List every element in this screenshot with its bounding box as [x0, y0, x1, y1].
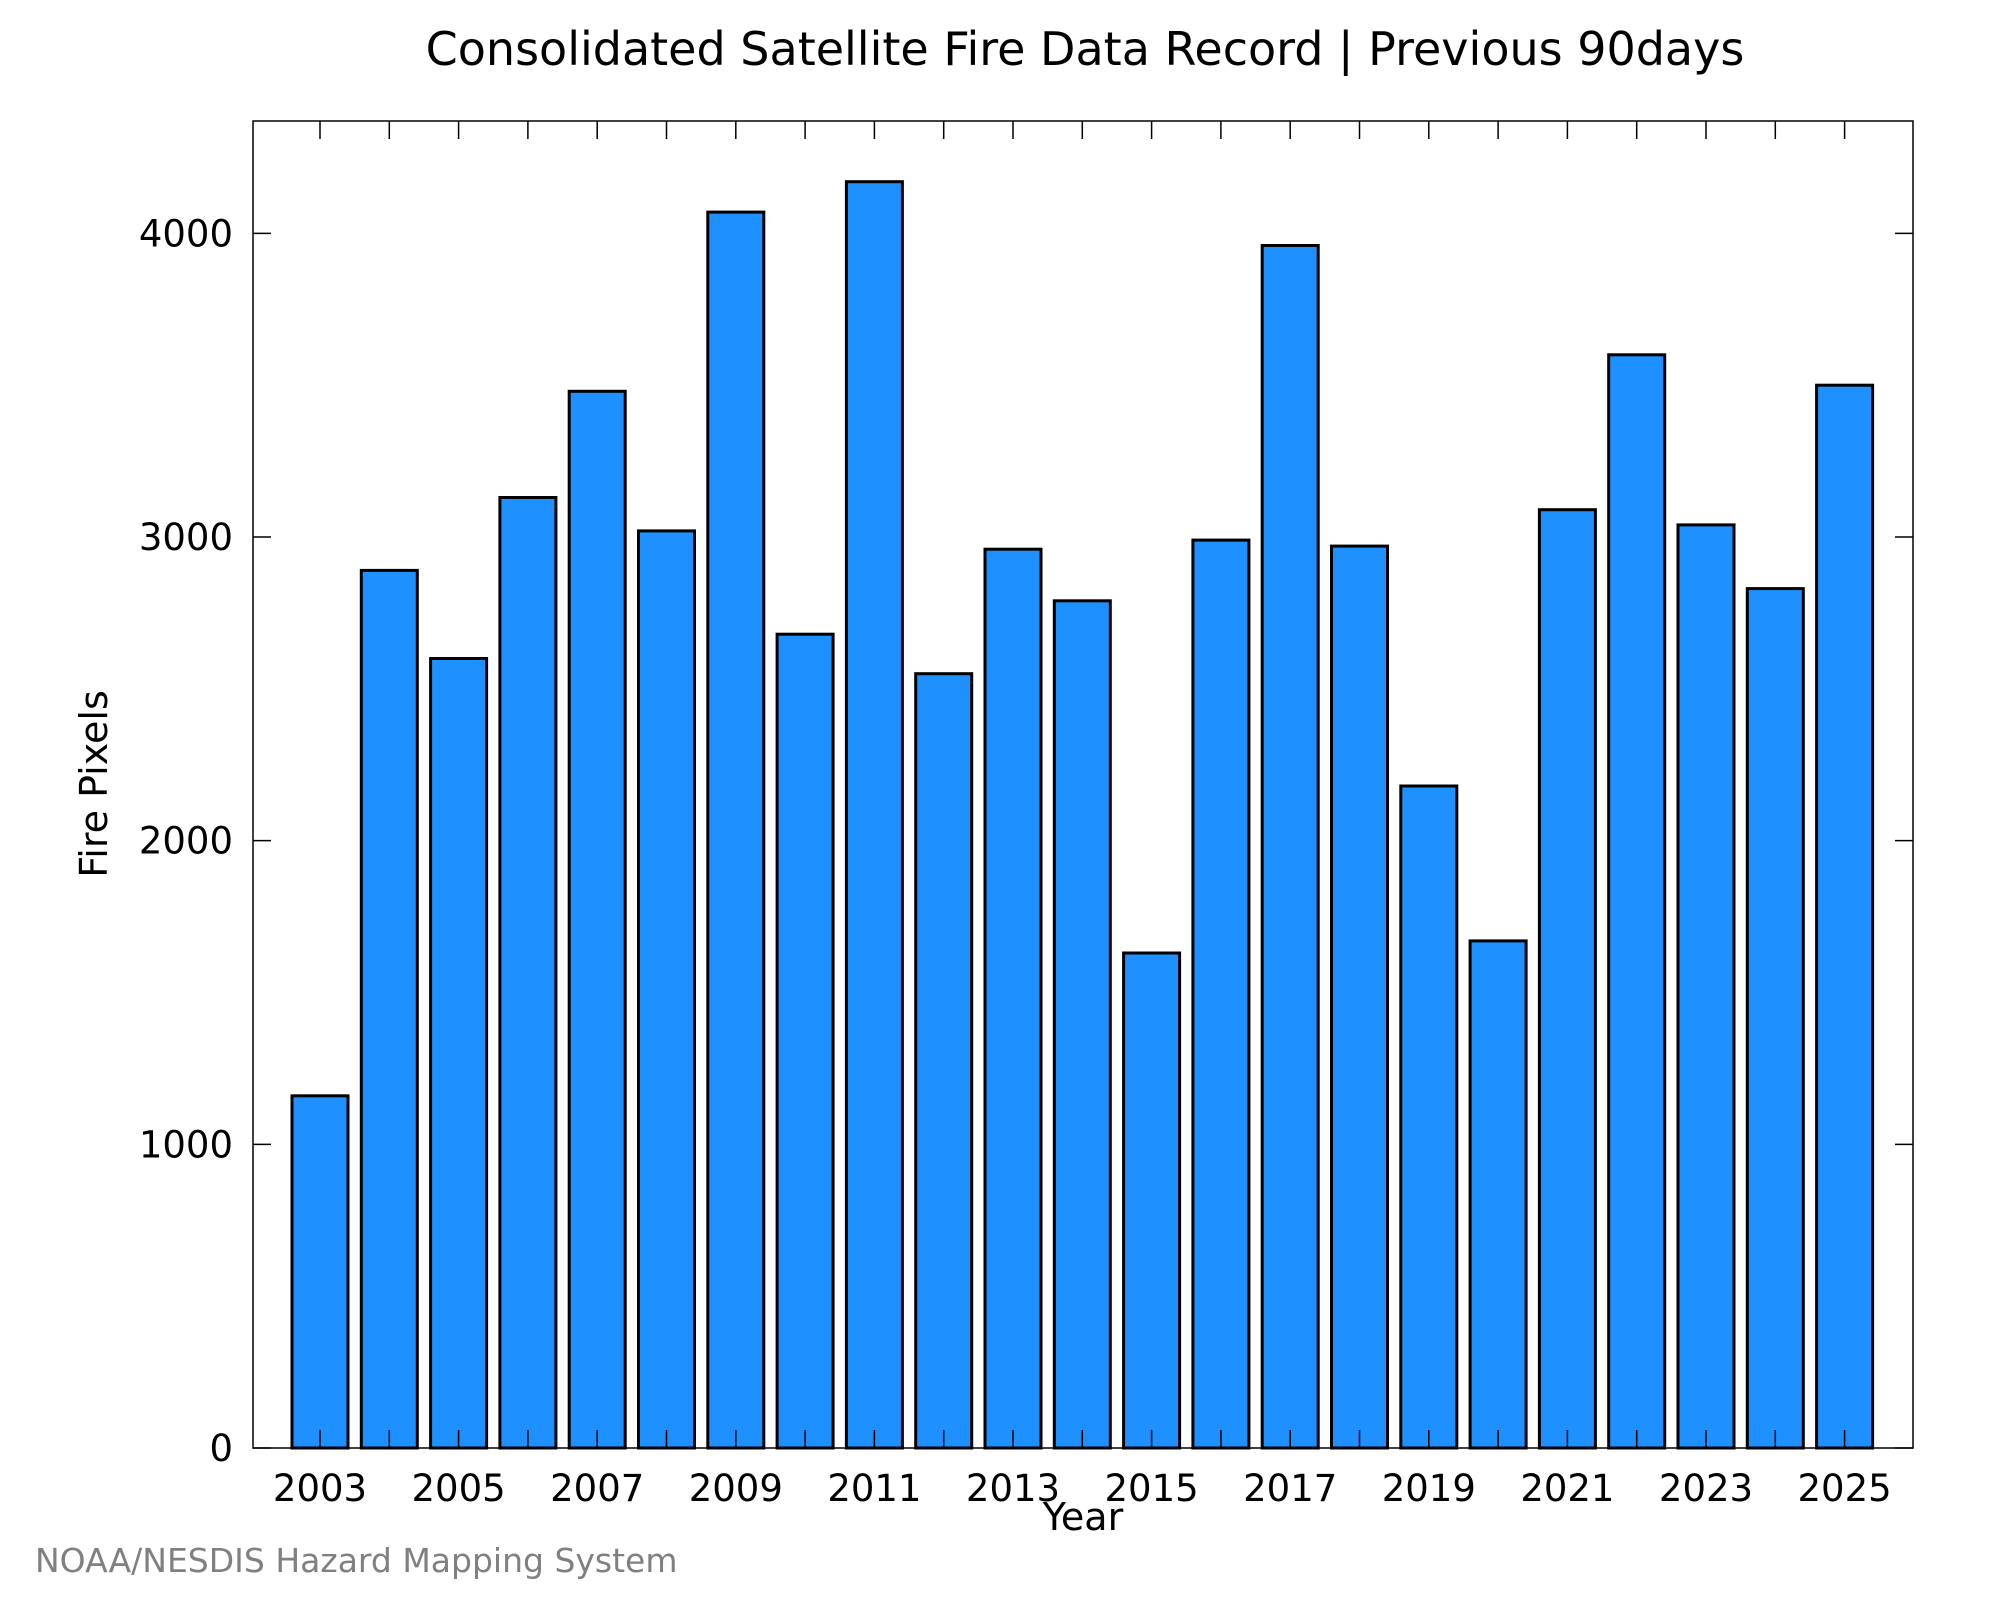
bar-2016 — [1191, 538, 1251, 1450]
bar-2003 — [290, 1094, 350, 1450]
chart-title: Consolidated Satellite Fire Data Record … — [426, 22, 1745, 77]
bar-2007 — [567, 389, 627, 1450]
bar-2010 — [775, 632, 835, 1450]
bar-2020 — [1468, 939, 1528, 1450]
bar-2004 — [359, 568, 419, 1450]
x-tick-label-2003: 2003 — [273, 1467, 367, 1510]
y-tick-label-3000: 3000 — [139, 516, 233, 559]
bar-2008 — [637, 529, 696, 1450]
x-tick-label-2023: 2023 — [1659, 1467, 1753, 1510]
x-tick-label-2019: 2019 — [1382, 1467, 1476, 1510]
y-tick-label-1000: 1000 — [139, 1123, 233, 1166]
bar-2024 — [1745, 587, 1805, 1450]
x-tick-label-2021: 2021 — [1520, 1467, 1614, 1510]
bar-2009 — [706, 210, 766, 1450]
x-tick-label-2011: 2011 — [827, 1467, 921, 1510]
bar-2015 — [1122, 951, 1182, 1450]
x-axis-label: Year — [1042, 1495, 1124, 1539]
bar-2018 — [1330, 544, 1389, 1450]
bar-2012 — [914, 672, 974, 1450]
y-tick-label-0: 0 — [209, 1427, 233, 1470]
bar-2019 — [1399, 784, 1459, 1450]
bar-2013 — [983, 547, 1043, 1450]
bar-2014 — [1052, 599, 1112, 1450]
credit-text: NOAA/NESDIS Hazard Mapping System — [35, 1541, 678, 1580]
x-tick-label-2017: 2017 — [1243, 1467, 1337, 1510]
bar-2021 — [1537, 508, 1597, 1450]
bar-2023 — [1676, 523, 1736, 1450]
x-tick-label-2009: 2009 — [689, 1467, 783, 1510]
y-axis-label: Fire Pixels — [72, 690, 116, 878]
y-tick-label-2000: 2000 — [139, 820, 233, 863]
y-tick-label-4000: 4000 — [139, 212, 233, 255]
bar-2011 — [844, 180, 904, 1450]
bar-2006 — [498, 496, 558, 1450]
bar-2025 — [1815, 383, 1875, 1450]
x-tick-label-2025: 2025 — [1798, 1467, 1892, 1510]
bar-2022 — [1607, 353, 1667, 1450]
bars-layer — [290, 180, 1875, 1450]
x-tick-label-2013: 2013 — [966, 1467, 1060, 1510]
bar-2017 — [1260, 244, 1320, 1450]
x-tick-label-2007: 2007 — [550, 1467, 644, 1510]
x-tick-label-2005: 2005 — [412, 1467, 506, 1510]
x-tick-label-2015: 2015 — [1105, 1467, 1199, 1510]
ticks-layer: 0 1000 2000 3000 4000 2003 2005 2007 2009 2011 201… — [139, 121, 1913, 1510]
bar-2005 — [429, 657, 489, 1450]
